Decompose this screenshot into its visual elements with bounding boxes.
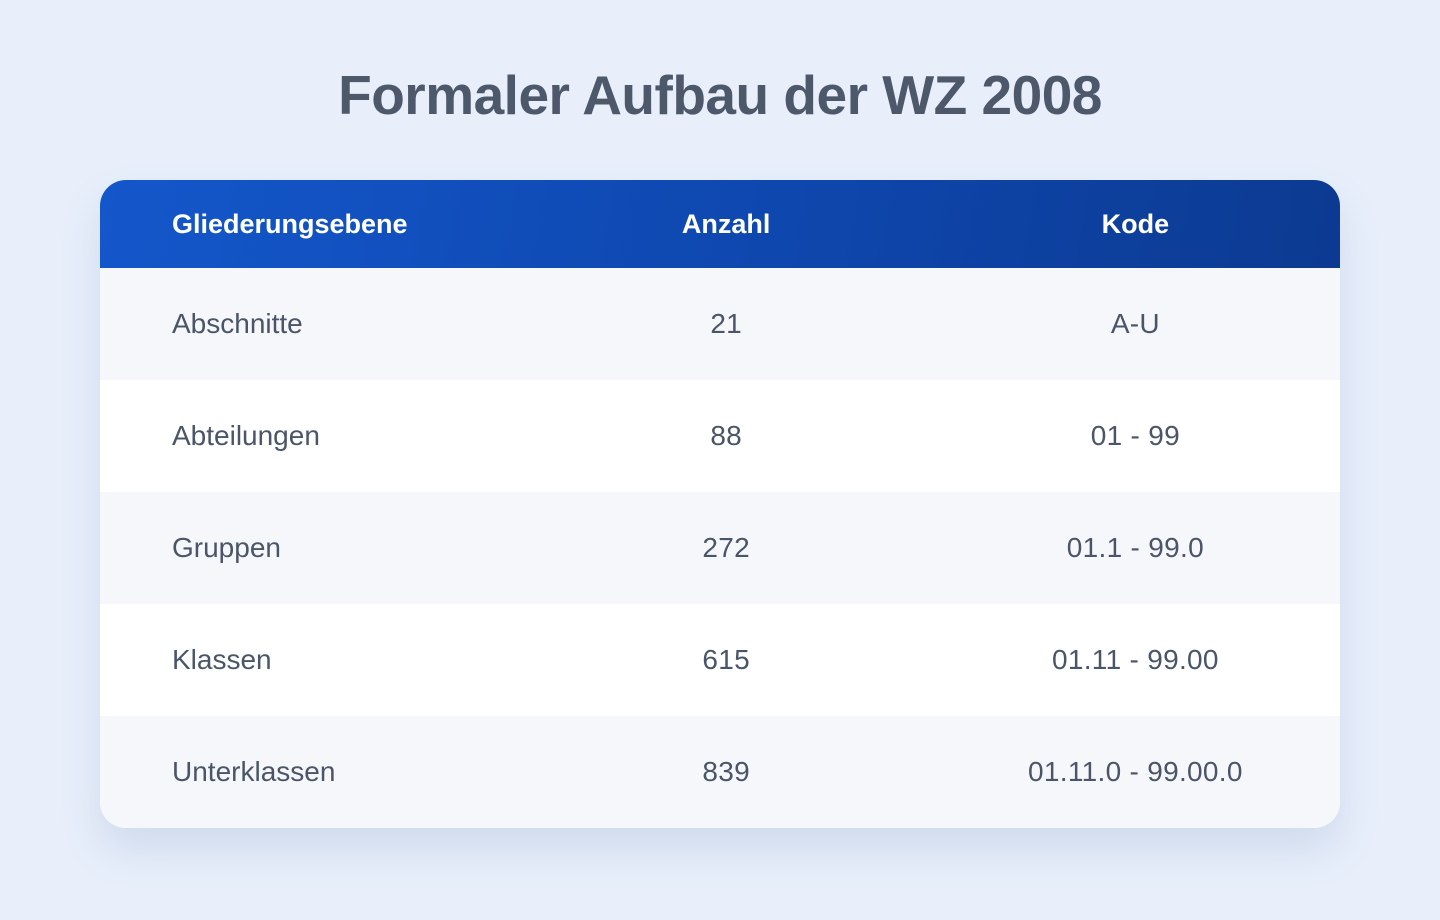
column-header-anzahl: Anzahl (681, 208, 771, 239)
table-body: Abschnitte 21 A-U Abteilungen 88 01 - 99… (100, 268, 1340, 828)
table-row: Klassen 615 01.11 - 99.00 (100, 604, 1340, 716)
cell-level: Unterklassen (172, 756, 336, 787)
column-header-kode: Kode (1101, 208, 1170, 239)
column-header-gliederungsebene: Gliederungsebene (172, 208, 408, 239)
cell-count: 88 (710, 420, 743, 451)
cell-level: Abschnitte (172, 308, 303, 339)
cell-count: 272 (702, 532, 750, 563)
page-title: Formaler Aufbau der WZ 2008 (338, 64, 1102, 126)
cell-level: Abteilungen (172, 420, 320, 451)
table-row: Unterklassen 839 01.11.0 - 99.00.0 (100, 716, 1340, 828)
table-row: Abteilungen 88 01 - 99 (100, 380, 1340, 492)
cell-code: 01.11.0 - 99.00.0 (1028, 756, 1243, 787)
cell-level: Gruppen (172, 532, 281, 563)
table-card: Gliederungsebene Anzahl Kode Abschnitte … (100, 180, 1340, 828)
cell-code: A-U (1110, 308, 1160, 339)
cell-code: 01.1 - 99.0 (1066, 532, 1204, 563)
table-row: Gruppen 272 01.1 - 99.0 (100, 492, 1340, 604)
table-header-row: Gliederungsebene Anzahl Kode (100, 180, 1340, 268)
cell-count: 839 (702, 756, 750, 787)
cell-code: 01 - 99 (1090, 420, 1181, 451)
cell-count: 21 (710, 308, 743, 339)
cell-code: 01.11 - 99.00 (1051, 644, 1219, 675)
cell-level: Klassen (172, 644, 272, 675)
table-row: Abschnitte 21 A-U (100, 268, 1340, 380)
cell-count: 615 (702, 644, 750, 675)
